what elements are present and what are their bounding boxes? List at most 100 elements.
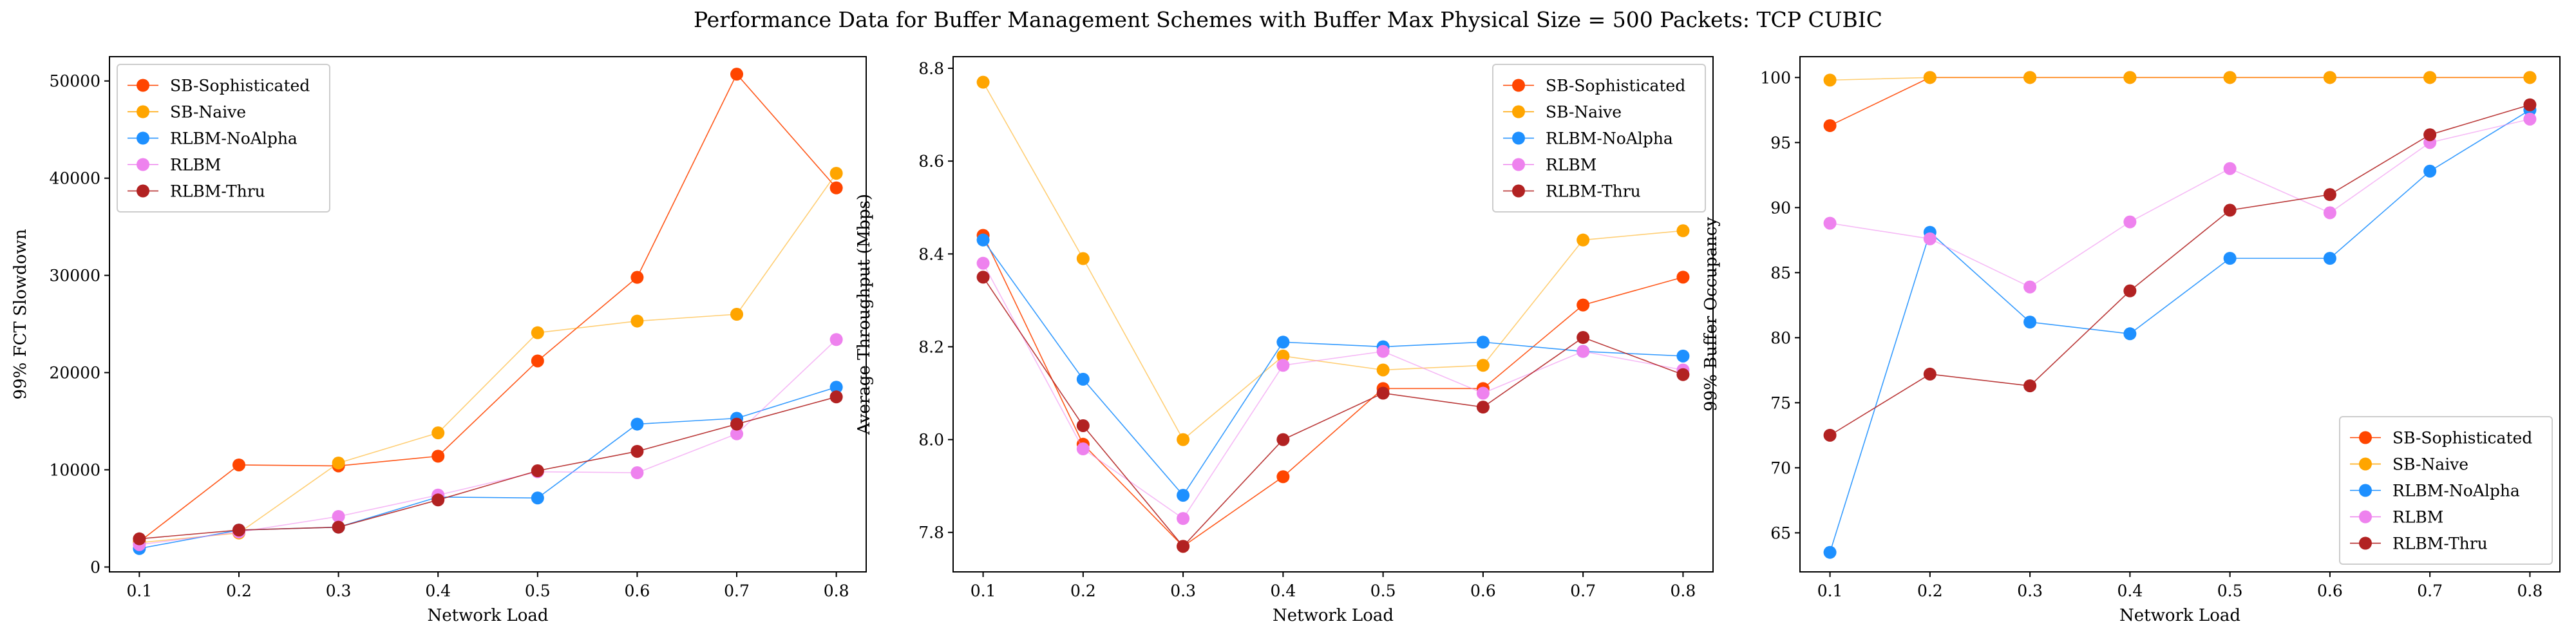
- series-line: [139, 173, 837, 544]
- x-tick-label: 0.6: [1470, 582, 1496, 600]
- data-point: [829, 181, 843, 194]
- legend-label: SB-Naive: [2392, 455, 2468, 474]
- legend-label: SB-Naive: [170, 103, 246, 122]
- y-tick-label: 20000: [49, 364, 100, 383]
- data-point: [1823, 216, 1837, 230]
- series-line: [139, 396, 837, 540]
- data-point: [232, 524, 245, 537]
- legend-marker: [137, 79, 149, 92]
- x-tick-label: 0.3: [326, 582, 352, 600]
- series-sb-sophisticated: [976, 229, 1690, 553]
- legend-marker: [2359, 510, 2372, 524]
- data-point: [1577, 298, 1590, 312]
- legend-marker: [1512, 158, 1525, 171]
- data-point: [1823, 545, 1837, 559]
- data-point: [1923, 232, 1937, 245]
- data-point: [1476, 359, 1490, 372]
- data-point: [1577, 233, 1590, 247]
- x-tick-label: 0.1: [126, 582, 152, 600]
- data-point: [1376, 363, 1390, 377]
- x-axis-label: Network Load: [427, 606, 548, 625]
- legend-label: RLBM: [2392, 508, 2443, 527]
- data-point: [1376, 345, 1390, 358]
- data-point: [730, 417, 744, 431]
- legend-marker: [137, 105, 149, 118]
- data-point: [2023, 71, 2037, 84]
- x-tick-label: 0.1: [971, 582, 996, 600]
- y-tick-label: 7.8: [918, 524, 944, 542]
- plot-frame: [109, 56, 867, 573]
- data-point: [2023, 316, 2037, 329]
- legend-label: RLBM-NoAlpha: [170, 129, 298, 148]
- data-point: [730, 308, 744, 321]
- x-tick-label: 0.7: [724, 582, 750, 600]
- legend-label: RLBM-Thru: [2392, 535, 2488, 553]
- data-point: [2523, 112, 2537, 126]
- figure-title: Performance Data for Buffer Management S…: [694, 7, 1882, 32]
- plot-frame: [952, 56, 1714, 573]
- data-point: [2123, 284, 2137, 298]
- series-rlbm-thru: [976, 270, 1690, 553]
- x-tick-label: 0.4: [1270, 582, 1296, 600]
- legend-marker: [2359, 431, 2372, 444]
- data-point: [976, 233, 990, 247]
- y-tick-label: 95: [1770, 133, 1791, 152]
- data-point: [630, 270, 644, 284]
- data-point: [1823, 428, 1837, 442]
- buffer-occupancy-chart: 0.1 0.2 0.3 0.4 0.5 0.6 0.7 0.8 65 70 75 80 85 90 95 10…: [1701, 56, 2561, 625]
- data-point: [1923, 367, 1937, 381]
- data-point: [1276, 349, 1290, 363]
- x-tick-label: 0.2: [1917, 582, 1943, 600]
- y-tick-label: 70: [1770, 459, 1791, 477]
- data-point: [1577, 345, 1590, 358]
- data-point: [630, 314, 644, 328]
- x-tick-label: 0.5: [1370, 582, 1396, 600]
- data-point: [1177, 512, 1190, 526]
- data-point: [2423, 71, 2437, 84]
- data-point: [1676, 224, 1690, 238]
- series-rlbm: [976, 256, 1690, 526]
- data-point: [531, 326, 544, 339]
- series-rlbm-thru: [133, 390, 843, 545]
- x-tick-label: 0.4: [425, 582, 451, 600]
- y-tick-label: 8.4: [918, 245, 944, 263]
- legend-label: SB-Sophisticated: [2392, 429, 2532, 448]
- data-point: [133, 532, 146, 545]
- series-sb-naive: [133, 167, 843, 549]
- data-point: [1177, 433, 1190, 446]
- data-point: [829, 167, 843, 180]
- data-point: [1676, 368, 1690, 381]
- y-tick-label: 10000: [49, 461, 100, 480]
- series-rlbm: [133, 333, 843, 551]
- data-point: [1076, 419, 1090, 432]
- y-tick-label: 75: [1770, 393, 1791, 412]
- legend-label: RLBM-Thru: [1546, 182, 1641, 201]
- data-point: [531, 464, 544, 478]
- data-point: [1476, 336, 1490, 349]
- legend-label: RLBM-NoAlpha: [2392, 482, 2520, 500]
- data-point: [730, 68, 744, 81]
- legend: SB-Sophisticated SB-Naive RLBM-NoAlpha RLBM…: [117, 64, 330, 213]
- legend-box: [117, 64, 330, 213]
- data-point: [1676, 349, 1690, 363]
- series-line: [982, 240, 1683, 497]
- x-axis-label: Network Load: [2119, 606, 2240, 625]
- series-line: [1830, 118, 2530, 288]
- data-point: [232, 458, 245, 471]
- y-tick-label: 30000: [49, 267, 100, 285]
- fct-slowdown-chart: 0.1 0.2 0.3 0.4 0.5 0.6 0.7 0.8 0 10000 20000 30000…: [11, 56, 867, 625]
- legend: SB-Sophisticated SB-Naive RLBM-NoAlpha RLBM…: [1492, 64, 1706, 213]
- x-tick-label: 0.8: [1671, 582, 1696, 600]
- y-axis-label: 99% FCT Slowdown: [11, 229, 30, 399]
- data-point: [1177, 489, 1190, 502]
- data-point: [1177, 540, 1190, 553]
- x-tick-label: 0.3: [2017, 582, 2043, 600]
- series-line: [139, 339, 837, 545]
- data-point: [332, 456, 345, 469]
- y-tick-label: 85: [1770, 263, 1791, 282]
- x-tick-label: 0.3: [1170, 582, 1196, 600]
- y-tick-label: 65: [1770, 524, 1791, 542]
- data-point: [2223, 252, 2237, 265]
- legend-label: SB-Naive: [1546, 103, 1622, 122]
- data-point: [630, 466, 644, 480]
